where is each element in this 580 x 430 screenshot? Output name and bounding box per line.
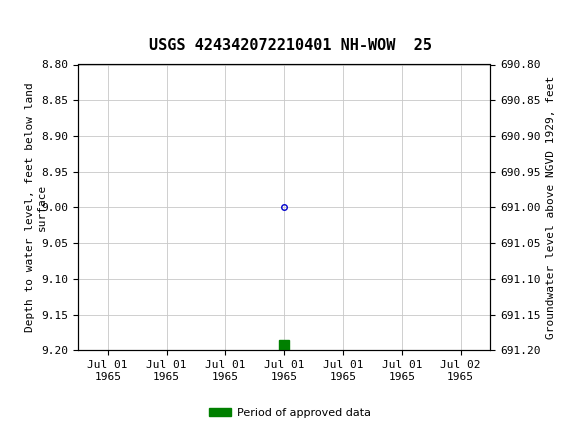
Bar — [280, 340, 289, 354]
Text: ≡USGS: ≡USGS — [5, 9, 75, 27]
Text: USGS 424342072210401 NH-WOW  25: USGS 424342072210401 NH-WOW 25 — [148, 38, 432, 52]
Y-axis label: Depth to water level, feet below land
surface: Depth to water level, feet below land su… — [25, 83, 47, 332]
Legend: Period of approved data: Period of approved data — [205, 403, 375, 422]
Y-axis label: Groundwater level above NGVD 1929, feet: Groundwater level above NGVD 1929, feet — [546, 76, 556, 339]
